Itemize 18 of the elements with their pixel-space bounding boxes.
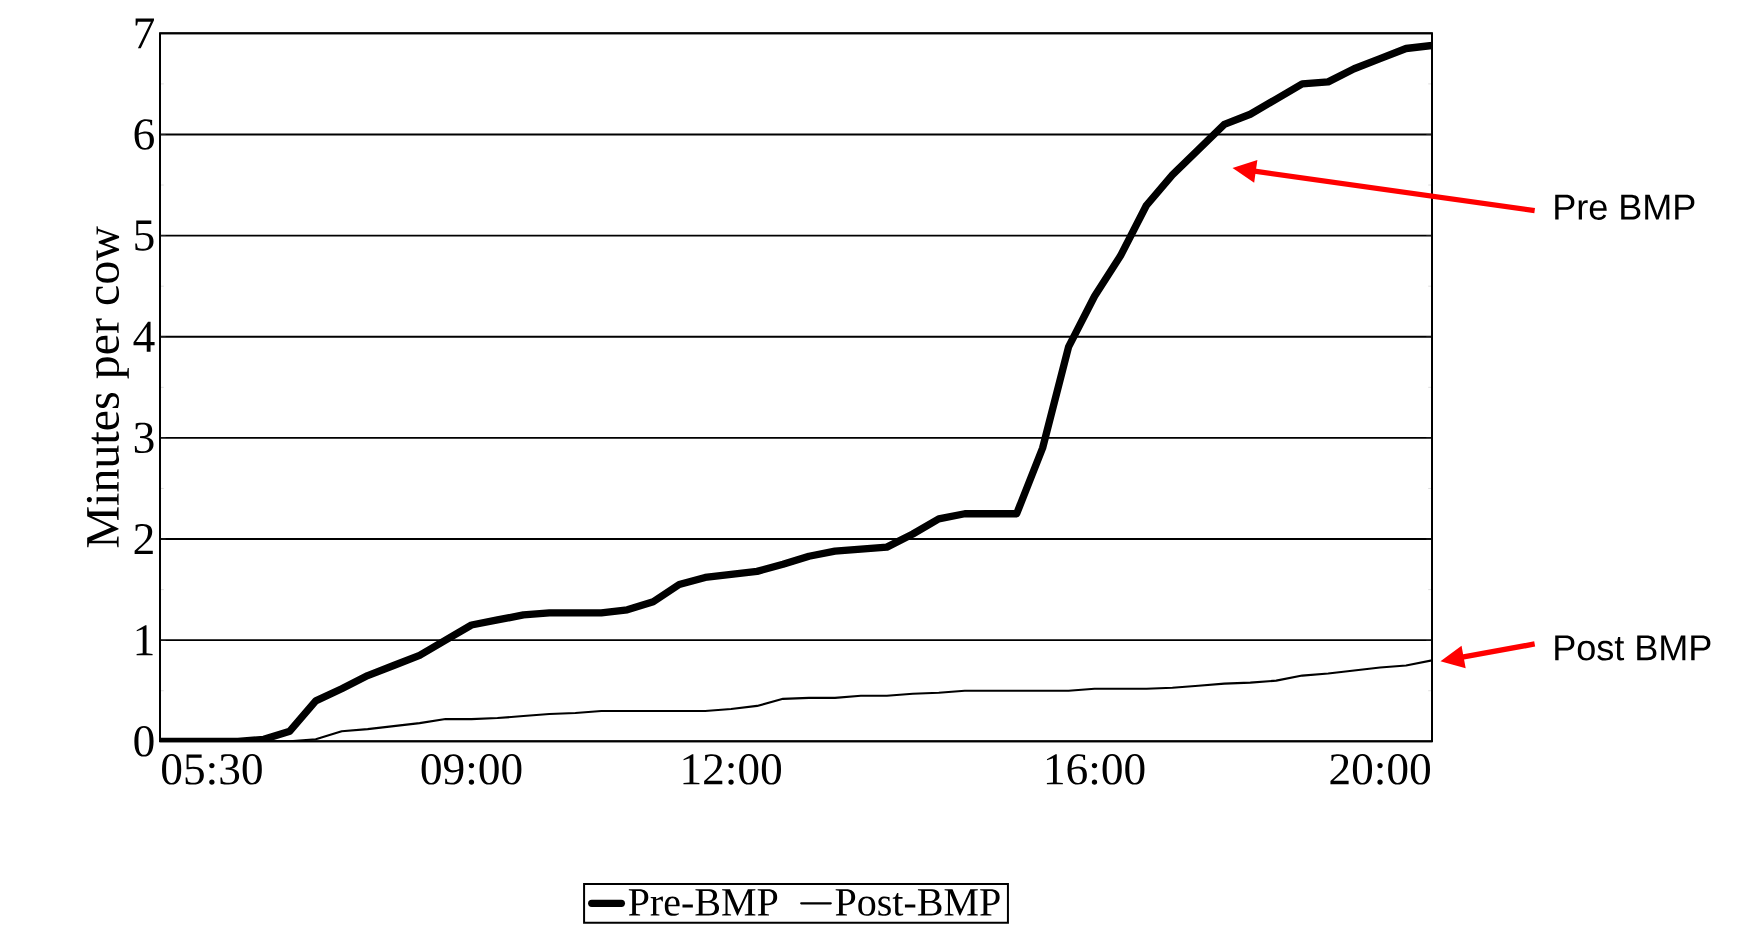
y-tick-label: 7 (135, 18, 154, 49)
x-tick-label: 16:00 (1046, 754, 1145, 785)
y-axis-title: Minutes per cow (86, 226, 129, 548)
y-tick-label: 6 (134, 119, 154, 150)
text: Post BMP (1555, 635, 1711, 661)
y-tick-label: 5 (135, 220, 154, 251)
y-tick-label: 2 (134, 524, 153, 555)
x-tick-label: 09:00 (421, 754, 522, 785)
legend-label: Pre-BMP (628, 889, 778, 916)
y-tick-label: 4 (133, 321, 155, 352)
legend-label: Post-BMP (835, 889, 1000, 916)
text: Pre BMP (1555, 194, 1695, 220)
y-tick-label: 0 (134, 726, 154, 757)
x-tick-label: 20:00 (1330, 754, 1430, 785)
x-tick-label: 12:00 (683, 754, 782, 785)
y-tick-label: 1 (136, 625, 153, 656)
y-tick-label: 3 (134, 422, 154, 454)
x-tick-label: 05:30 (162, 754, 262, 785)
